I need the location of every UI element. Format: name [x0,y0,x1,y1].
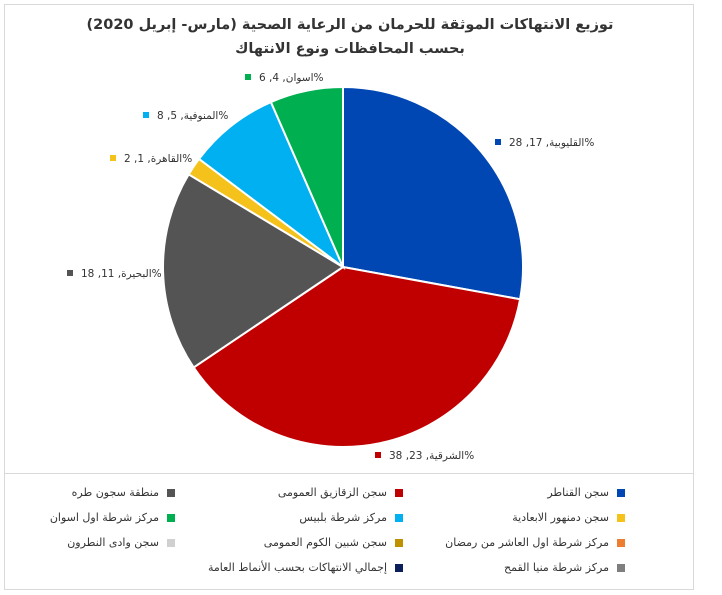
legend-label-5: مركز شرطة اول اسوان [49,511,159,524]
pie-chart: القليوبية, 17, 28% الشرقية, 23, 38% البحير… [67,72,594,462]
slice-label-marker-2 [67,270,73,276]
slice-label-5: اسوان, 4, 6% [245,72,324,84]
legend-label-3: سجن دمنهور الابعادية [512,511,609,524]
legend-swatch-5 [167,514,175,522]
chart-frame: توزيع الانتهاكات الموثقة للحرمان من الرع… [4,4,694,590]
legend-item-5: مركز شرطة اول اسوان [0,508,175,528]
legend-label-7: سجن شبين الكوم العمومى [263,536,387,549]
pie-slice-2 [162,172,345,369]
legend-swatch-0 [617,489,625,497]
legend-swatch-9 [617,564,625,572]
slice-label-marker-4 [143,112,149,118]
legend-item-3: سجن دمنهور الابعادية [405,508,625,528]
slice-label-text-1: الشرقية, 23, 38% [389,450,474,462]
slice-label-text-0: القليوبية, 17, 28% [509,137,594,149]
slice-label-marker-3 [110,155,116,161]
slice-label-3: القاهرة, 1, 2% [110,153,192,165]
chart-title: توزيع الانتهاكات الموثقة للحرمان من الرع… [5,13,695,61]
legend-divider [5,473,693,474]
pie-slice-5 [269,85,344,268]
legend-label-2: منطقة سجون طره [71,486,159,499]
slice-label-text-3: القاهرة, 1, 2% [124,153,192,165]
slice-label-2: البحيرة, 11, 18% [67,268,162,280]
legend-item-1: سجن الزقازيق العمومى [183,483,403,503]
legend-item-8: سجن وادى النطرون [0,533,175,553]
legend-item-0: سجن القناطر [405,483,625,503]
slice-label-marker-1 [375,452,381,458]
chart-title-line-2: بحسب المحافظات ونوع الانتهاك [235,41,465,57]
legend-swatch-6 [617,539,625,547]
legend-swatch-8 [167,539,175,547]
legend-label-0: سجن القناطر [547,486,609,499]
legend-label-4: مركز شرطة بلبيس [299,511,387,524]
slice-label-text-4: المنوفية, 5, 8% [157,110,228,122]
legend-swatch-2 [167,489,175,497]
legend-item-2: منطقة سجون طره [0,483,175,503]
legend: سجن القناطر سجن الزقازيق العمومى منطقة سجو… [5,483,693,583]
legend-swatch-4 [395,514,403,522]
legend-label-6: مركز شرطة اول العاشر من رمضان [445,536,609,549]
slice-label-marker-5 [245,74,251,80]
legend-item-10: إجمالي الانتهاكات بحسب الأنماط العامة [183,558,403,578]
slice-label-1: الشرقية, 23, 38% [375,450,474,462]
legend-label-1: سجن الزقازيق العمومى [277,486,387,499]
legend-item-9: مركز شرطة منيا القمح [405,558,625,578]
legend-swatch-3 [617,514,625,522]
legend-label-10: إجمالي الانتهاكات بحسب الأنماط العامة [207,561,387,574]
legend-item-7: سجن شبين الكوم العمومى [183,533,403,553]
pie-slice-4 [197,100,346,271]
legend-swatch-10 [395,564,403,572]
legend-item-4: مركز شرطة بلبيس [183,508,403,528]
chart-title-line-1: توزيع الانتهاكات الموثقة للحرمان من الرع… [86,17,614,33]
slice-label-0: القليوبية, 17, 28% [495,137,594,149]
slice-label-4: المنوفية, 5, 8% [143,110,228,122]
legend-swatch-1 [395,489,403,497]
legend-label-9: مركز شرطة منيا القمح [503,561,609,574]
slice-label-text-5: اسوان, 4, 6% [259,72,324,84]
legend-item-6: مركز شرطة اول العاشر من رمضان [405,533,625,553]
pie-slice-1 [192,265,522,448]
pie-slice-0 [342,85,524,301]
legend-swatch-7 [395,539,403,547]
slice-label-text-2: البحيرة, 11, 18% [81,268,162,280]
legend-label-8: سجن وادى النطرون [67,536,159,549]
slice-label-marker-0 [495,139,501,145]
